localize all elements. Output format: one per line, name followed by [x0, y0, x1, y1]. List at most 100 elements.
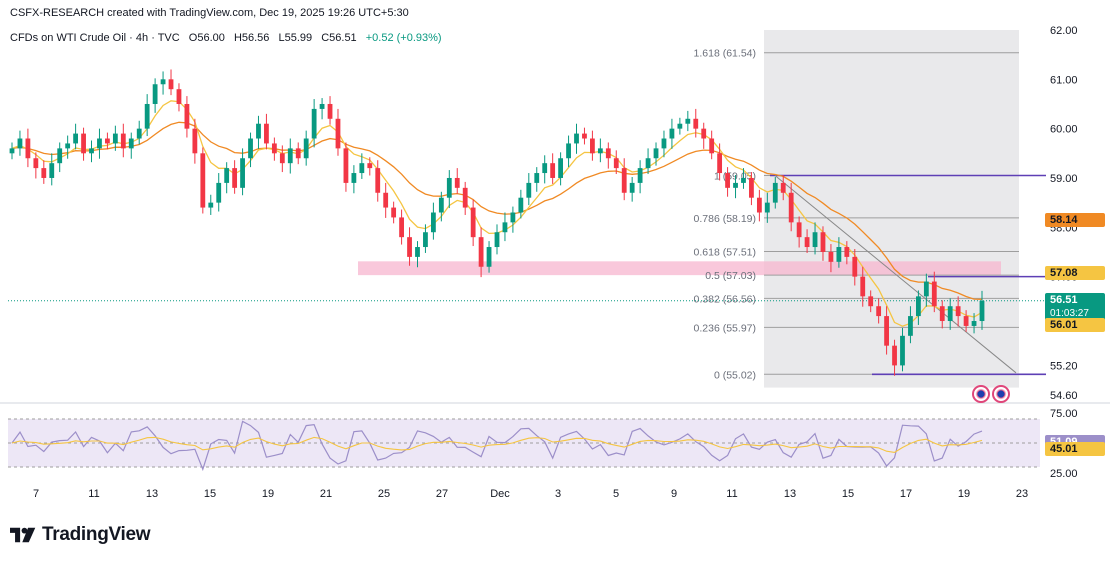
candle[interactable] [661, 138, 667, 149]
candle[interactable] [812, 232, 818, 248]
candle[interactable] [621, 168, 627, 193]
candle[interactable] [486, 247, 492, 267]
candle[interactable] [955, 306, 961, 317]
candle[interactable] [311, 108, 317, 139]
candle[interactable] [399, 217, 404, 238]
candle[interactable] [613, 158, 619, 169]
candle[interactable] [264, 123, 269, 144]
candle[interactable] [772, 182, 778, 203]
candle[interactable] [216, 182, 222, 203]
candle[interactable] [494, 232, 500, 248]
candle[interactable] [232, 168, 238, 188]
candle[interactable] [725, 173, 730, 188]
candle[interactable] [208, 202, 214, 208]
candle[interactable] [454, 177, 460, 188]
candle[interactable] [828, 251, 834, 262]
us-flag-event-icon[interactable] [992, 385, 1010, 403]
candle[interactable] [438, 197, 444, 213]
candle[interactable] [677, 123, 683, 129]
candle[interactable] [65, 143, 71, 149]
candle[interactable] [820, 232, 826, 252]
candle[interactable] [224, 168, 230, 183]
tradingview-logo[interactable]: TradingView [10, 524, 151, 546]
trend-line[interactable] [774, 175, 1017, 374]
candle[interactable] [963, 316, 969, 326]
candle[interactable] [979, 300, 985, 322]
candle[interactable] [788, 192, 794, 223]
candle[interactable] [343, 148, 349, 183]
candle[interactable] [876, 306, 882, 317]
candle[interactable] [105, 138, 110, 144]
candle[interactable] [375, 168, 381, 193]
candle[interactable] [248, 138, 253, 159]
candle[interactable] [685, 118, 691, 124]
candle[interactable] [256, 123, 261, 139]
fib-retracement-area[interactable] [764, 30, 1019, 388]
candle[interactable] [89, 148, 94, 154]
candle[interactable] [605, 148, 611, 159]
candle[interactable] [590, 138, 595, 154]
candle[interactable] [9, 148, 15, 154]
candle[interactable] [701, 128, 707, 139]
candle[interactable] [184, 103, 190, 129]
rsi-ma-line[interactable] [11, 436, 983, 453]
candle[interactable] [733, 182, 738, 188]
candle[interactable] [709, 138, 715, 154]
candle[interactable] [128, 138, 134, 149]
candle[interactable] [637, 168, 643, 183]
candle[interactable] [852, 256, 858, 277]
ema-slow-line[interactable] [11, 121, 983, 300]
candle[interactable] [844, 247, 850, 257]
candle[interactable] [319, 103, 325, 109]
candle[interactable] [120, 133, 126, 149]
candle[interactable] [510, 212, 516, 223]
candle[interactable] [900, 335, 905, 366]
candle[interactable] [550, 163, 556, 178]
candle[interactable] [908, 316, 913, 336]
candle[interactable] [478, 237, 484, 267]
candle[interactable] [391, 207, 397, 218]
candle[interactable] [25, 138, 31, 159]
candle[interactable] [741, 177, 746, 183]
candle[interactable] [597, 148, 603, 154]
candle[interactable] [749, 177, 754, 198]
candle[interactable] [41, 168, 47, 178]
candle[interactable] [947, 306, 953, 322]
candle[interactable] [971, 321, 977, 326]
candle[interactable] [669, 128, 675, 139]
candle[interactable] [176, 89, 182, 104]
candle[interactable] [502, 222, 508, 233]
candle[interactable] [923, 281, 929, 297]
us-flag-event-icon[interactable] [972, 385, 990, 403]
candle[interactable] [160, 79, 166, 85]
candle[interactable] [144, 103, 150, 129]
candle[interactable] [351, 173, 357, 183]
candle[interactable] [939, 306, 945, 322]
candle[interactable] [295, 148, 301, 159]
candle[interactable] [287, 148, 293, 164]
candle[interactable] [653, 148, 659, 159]
candle[interactable] [462, 187, 468, 208]
candle[interactable] [168, 79, 174, 90]
candle[interactable] [152, 84, 158, 104]
candle[interactable] [804, 237, 810, 248]
candle[interactable] [17, 138, 23, 149]
candle[interactable] [860, 276, 866, 297]
candle[interactable] [542, 163, 548, 174]
candle[interactable] [33, 158, 39, 169]
candle[interactable] [57, 148, 63, 164]
candle[interactable] [73, 133, 79, 144]
candle[interactable] [836, 247, 842, 262]
candle[interactable] [81, 133, 86, 154]
candle[interactable] [526, 182, 532, 198]
resistance-zone[interactable] [358, 261, 1001, 276]
candle[interactable] [796, 222, 802, 238]
candle[interactable] [49, 163, 55, 178]
candle[interactable] [327, 103, 333, 119]
candle[interactable] [756, 197, 762, 213]
candle[interactable] [534, 173, 540, 183]
candle[interactable] [780, 182, 786, 193]
candle[interactable] [645, 158, 651, 169]
candle[interactable] [931, 281, 937, 307]
